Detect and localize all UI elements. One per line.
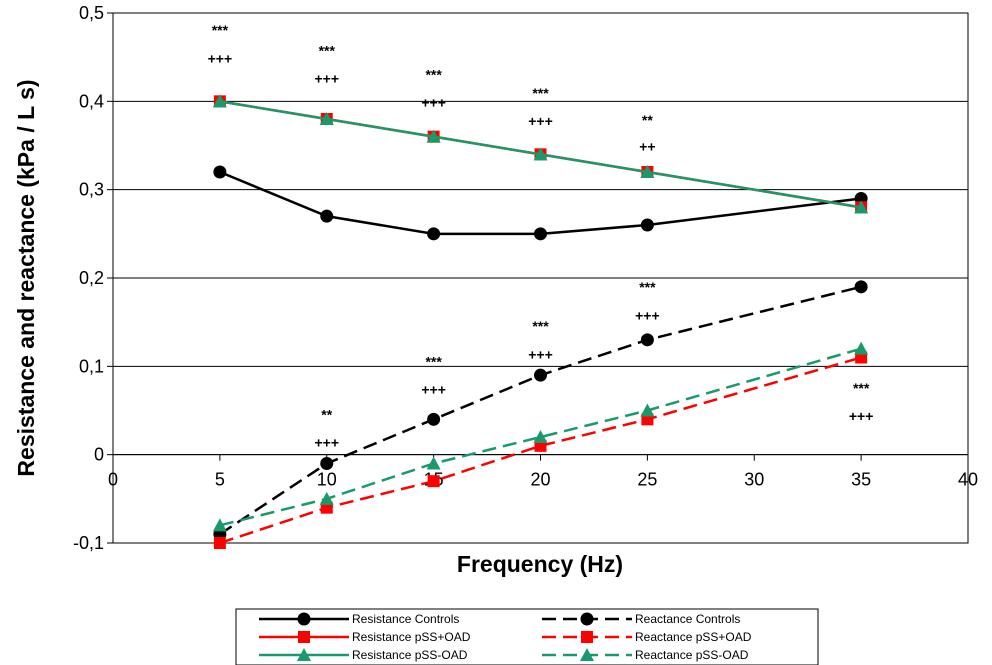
annotation-layer: *** +++ *** +++ *** +++ *** +++ ** ++ *** +++ *** +++… xyxy=(208,22,874,451)
y-tick-label-4: 0,3 xyxy=(79,180,104,200)
data-point-4-0 xyxy=(213,537,226,549)
data-point-4-1 xyxy=(320,501,333,514)
significance-annotation-1: +++ xyxy=(208,50,233,66)
data-point-4-2 xyxy=(427,475,440,488)
y-tick-label-0: -0,1 xyxy=(73,533,104,553)
legend-entry-1: Resistance pSS+OAD xyxy=(259,630,471,644)
legend-marker-3 xyxy=(580,612,594,626)
significance-annotation-6: *** xyxy=(532,85,549,101)
y-tick-label-6: 0,5 xyxy=(79,3,104,23)
y-tick-label-5: 0,4 xyxy=(79,91,104,111)
legend-entry-0: Resistance Controls xyxy=(259,612,459,626)
legend-entry-2: Resistance pSS-OAD xyxy=(259,648,468,662)
significance-annotation-16: ** xyxy=(321,406,332,422)
data-point-2-0 xyxy=(212,94,227,108)
data-point-2-2 xyxy=(426,129,441,143)
x-tick-label-8: 40 xyxy=(958,470,978,490)
data-point-5-1 xyxy=(319,491,334,505)
x-tick-label-1: 5 xyxy=(215,470,225,490)
legend-label-3: Reactance Controls xyxy=(635,612,740,626)
y-tick-label-3: 0,2 xyxy=(79,268,104,288)
legend-marker-0 xyxy=(297,612,311,626)
legend: Resistance Controls Reactance Controls Res… xyxy=(235,608,819,665)
significance-annotation-13: +++ xyxy=(528,346,553,362)
significance-annotation-5: +++ xyxy=(421,95,446,111)
significance-annotation-8: ** xyxy=(642,112,653,128)
data-point-2-3 xyxy=(533,147,548,161)
data-point-2-5 xyxy=(854,200,869,214)
x-tick-label-2: 10 xyxy=(317,470,337,490)
legend-marker-1 xyxy=(298,631,310,643)
series-line-4 xyxy=(219,356,862,545)
significance-annotation-19: +++ xyxy=(849,408,874,424)
legend-marker-4 xyxy=(581,631,593,643)
data-point-0-0 xyxy=(213,165,227,179)
data-point-0-4 xyxy=(640,218,654,232)
data-point-3-5 xyxy=(854,280,868,294)
y-axis: -0,1 0 0,1 0,2 0,3 0,4 0,5 xyxy=(73,3,113,553)
y-tick-label-1: 0 xyxy=(94,445,104,465)
y-axis-title: Resistance and reactance (kPa / L s) xyxy=(13,79,39,476)
data-point-0-1 xyxy=(320,209,334,223)
x-tick-label-4: 20 xyxy=(530,470,550,490)
x-axis-title: Frequency (Hz) xyxy=(457,551,623,577)
series-0 xyxy=(213,165,868,241)
significance-annotation-0: *** xyxy=(212,22,229,38)
data-point-5-2 xyxy=(426,456,441,470)
data-point-5-3 xyxy=(533,430,548,443)
legend-label-1: Resistance pSS+OAD xyxy=(352,630,471,644)
data-point-3-2 xyxy=(427,412,441,426)
x-axis: 0510152025303540 xyxy=(108,454,978,490)
data-point-0-2 xyxy=(427,227,441,241)
significance-annotation-12: *** xyxy=(532,318,549,334)
series-line-3 xyxy=(219,285,862,536)
x-tick-label-6: 30 xyxy=(744,470,764,490)
significance-annotation-11: +++ xyxy=(635,307,660,323)
series-2 xyxy=(212,94,869,214)
legend-marker-2 xyxy=(297,648,311,661)
significance-annotation-7: +++ xyxy=(528,113,553,129)
legend-label-5: Reactance pSS-OAD xyxy=(635,648,749,662)
data-point-3-3 xyxy=(534,368,547,382)
x-tick-label-5: 25 xyxy=(637,470,657,490)
data-point-3-4 xyxy=(640,333,654,347)
data-point-5-5 xyxy=(854,341,869,355)
significance-annotation-3: +++ xyxy=(314,71,339,87)
significance-annotation-15: +++ xyxy=(421,382,446,398)
legend-label-4: Reactance pSS+OAD xyxy=(635,630,752,644)
series-line-5 xyxy=(219,347,862,527)
x-tick-label-0: 0 xyxy=(108,470,118,490)
significance-annotation-9: ++ xyxy=(639,139,655,155)
data-point-3-1 xyxy=(320,457,334,470)
significance-annotation-17: +++ xyxy=(314,435,339,451)
data-point-0-3 xyxy=(534,227,547,241)
data-point-5-4 xyxy=(640,403,655,417)
legend-entry-3: Reactance Controls xyxy=(542,612,740,626)
significance-annotation-18: *** xyxy=(853,380,870,396)
data-point-2-4 xyxy=(640,165,655,178)
significance-annotation-10: *** xyxy=(639,279,656,295)
series-5 xyxy=(212,341,869,532)
series-line-2 xyxy=(219,100,862,209)
legend-label-0: Resistance Controls xyxy=(352,612,459,626)
series-line-0 xyxy=(219,170,862,236)
significance-annotation-2: *** xyxy=(319,42,336,58)
y-tick-label-2: 0,1 xyxy=(79,356,104,376)
legend-entry-5: Reactance pSS-OAD xyxy=(542,648,749,662)
legend-marker-5 xyxy=(580,648,594,661)
significance-annotation-14: *** xyxy=(425,353,442,369)
data-point-5-0 xyxy=(212,518,227,532)
data-point-2-1 xyxy=(319,112,334,125)
legend-entry-4: Reactance pSS+OAD xyxy=(542,630,752,644)
significance-annotation-4: *** xyxy=(425,66,442,82)
x-tick-label-7: 35 xyxy=(851,470,871,490)
legend-label-2: Resistance pSS-OAD xyxy=(352,648,468,662)
series-layer xyxy=(212,94,869,549)
